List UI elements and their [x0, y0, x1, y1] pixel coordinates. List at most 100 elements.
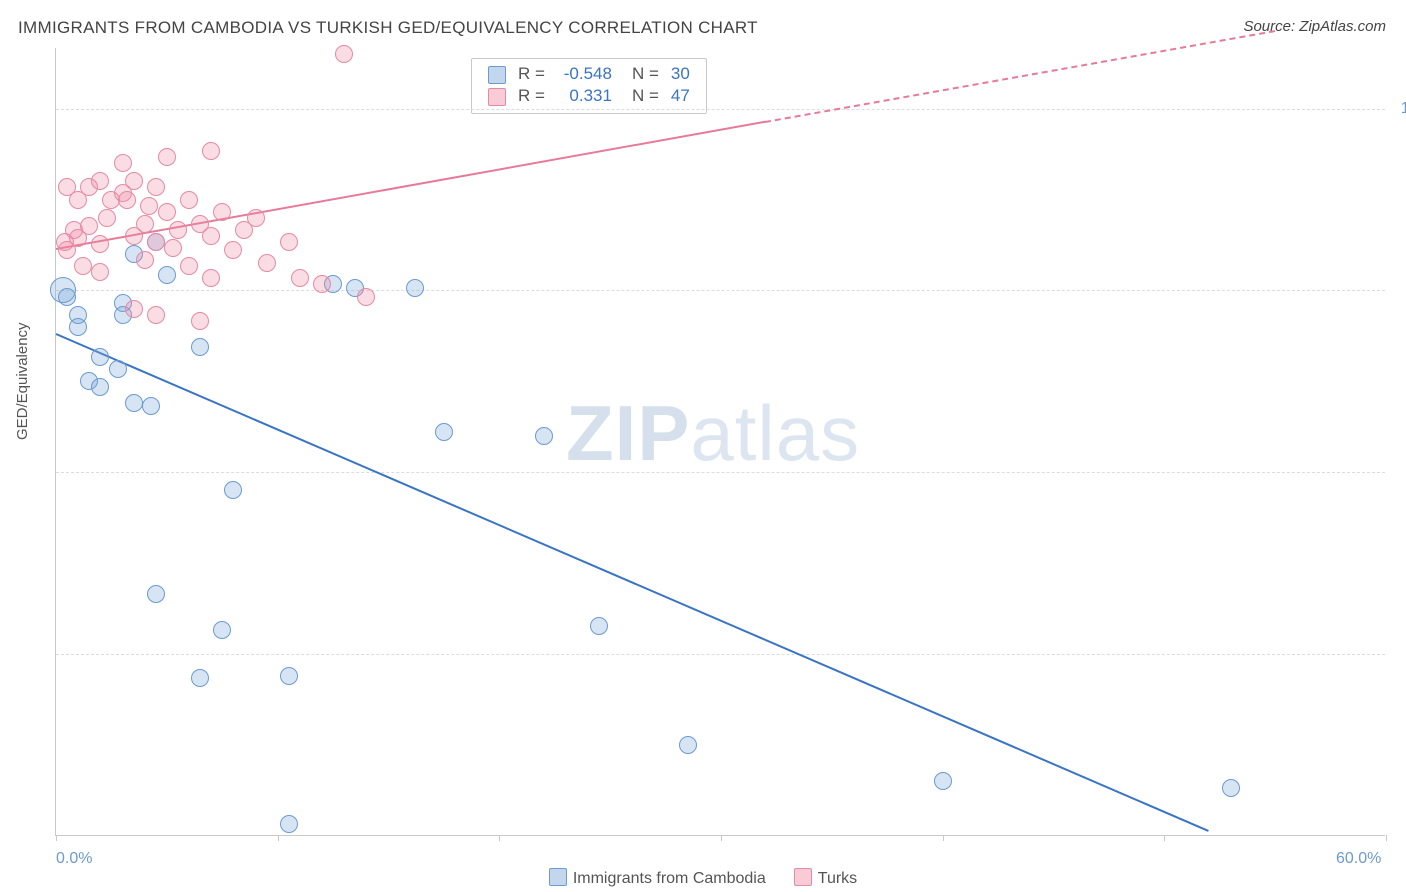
data-point: [91, 348, 109, 366]
data-point: [291, 269, 309, 287]
x-tick: [278, 835, 279, 841]
data-point: [158, 266, 176, 284]
data-point: [58, 288, 76, 306]
x-tick: [721, 835, 722, 841]
y-tick-label: 70.0%: [1395, 463, 1406, 481]
series-legend: Immigrants from Cambodia Turks: [0, 868, 1406, 888]
legend-label: Immigrants from Cambodia: [573, 870, 766, 887]
data-point: [406, 279, 424, 297]
data-point: [357, 288, 375, 306]
data-point: [191, 669, 209, 687]
x-tick-label: 60.0%: [1336, 850, 1381, 868]
data-point: [80, 217, 98, 235]
data-point: [180, 191, 198, 209]
data-point: [213, 621, 231, 639]
legend-item: Immigrants from Cambodia: [549, 868, 766, 888]
x-tick: [1386, 835, 1387, 841]
data-point: [91, 235, 109, 253]
data-point: [202, 269, 220, 287]
data-point: [91, 378, 109, 396]
data-point: [125, 300, 143, 318]
data-point: [58, 178, 76, 196]
y-tick-label: 55.0%: [1395, 645, 1406, 663]
data-point: [258, 254, 276, 272]
gridline: [56, 472, 1385, 473]
data-point: [91, 263, 109, 281]
legend-n-value: 47: [665, 85, 696, 107]
data-point: [147, 306, 165, 324]
data-point: [280, 233, 298, 251]
legend-row: R =0.331N =47: [482, 85, 696, 107]
y-tick-label: 85.0%: [1395, 281, 1406, 299]
x-tick: [56, 835, 57, 841]
data-point: [98, 209, 116, 227]
data-point: [125, 394, 143, 412]
data-point: [280, 667, 298, 685]
data-point: [164, 239, 182, 257]
legend-label: Turks: [818, 870, 857, 887]
data-point: [435, 423, 453, 441]
data-point: [118, 191, 136, 209]
legend-row: R =-0.548N =30: [482, 63, 696, 85]
legend-swatch: [488, 88, 506, 106]
data-point: [202, 142, 220, 160]
data-point: [224, 481, 242, 499]
data-point: [147, 233, 165, 251]
data-point: [58, 241, 76, 259]
x-tick: [1164, 835, 1165, 841]
data-point: [313, 275, 331, 293]
x-tick: [499, 835, 500, 841]
data-point: [158, 148, 176, 166]
data-point: [147, 178, 165, 196]
data-point: [1222, 779, 1240, 797]
legend-n-label: N =: [618, 63, 665, 85]
gridline: [56, 654, 1385, 655]
data-point: [213, 203, 231, 221]
legend-r-value: -0.548: [551, 63, 618, 85]
y-tick-label: 100.0%: [1395, 100, 1406, 118]
legend-swatch: [549, 868, 567, 886]
data-point: [202, 227, 220, 245]
x-tick-label: 0.0%: [56, 850, 92, 868]
data-point: [335, 45, 353, 63]
trendline: [56, 333, 1209, 832]
data-point: [136, 251, 154, 269]
legend-item: Turks: [794, 868, 857, 888]
data-point: [224, 241, 242, 259]
gridline: [56, 109, 1385, 110]
correlation-legend: R =-0.548N =30R =0.331N =47: [471, 58, 707, 114]
plot-area: ZIPatlas R =-0.548N =30R =0.331N =47 55.…: [55, 48, 1385, 836]
y-axis-label: GED/Equivalency: [14, 322, 31, 440]
data-point: [247, 209, 265, 227]
watermark: ZIPatlas: [566, 388, 860, 479]
watermark-part2: atlas: [690, 389, 860, 477]
x-tick: [943, 835, 944, 841]
data-point: [91, 172, 109, 190]
data-point: [280, 815, 298, 833]
legend-swatch: [488, 66, 506, 84]
data-point: [147, 585, 165, 603]
legend-r-value: 0.331: [551, 85, 618, 107]
data-point: [74, 257, 92, 275]
data-point: [169, 221, 187, 239]
data-point: [191, 338, 209, 356]
data-point: [142, 397, 160, 415]
data-point: [158, 203, 176, 221]
legend-n-value: 30: [665, 63, 696, 85]
data-point: [191, 312, 209, 330]
legend-n-label: N =: [618, 85, 665, 107]
gridline: [56, 290, 1385, 291]
data-point: [140, 197, 158, 215]
data-point: [679, 736, 697, 754]
legend-r-label: R =: [512, 85, 551, 107]
data-point: [69, 318, 87, 336]
data-point: [114, 154, 132, 172]
data-point: [934, 772, 952, 790]
data-point: [590, 617, 608, 635]
data-point: [125, 172, 143, 190]
data-point: [180, 257, 198, 275]
chart-title: IMMIGRANTS FROM CAMBODIA VS TURKISH GED/…: [18, 18, 758, 38]
data-point: [535, 427, 553, 445]
watermark-part1: ZIP: [566, 389, 690, 477]
legend-r-label: R =: [512, 63, 551, 85]
